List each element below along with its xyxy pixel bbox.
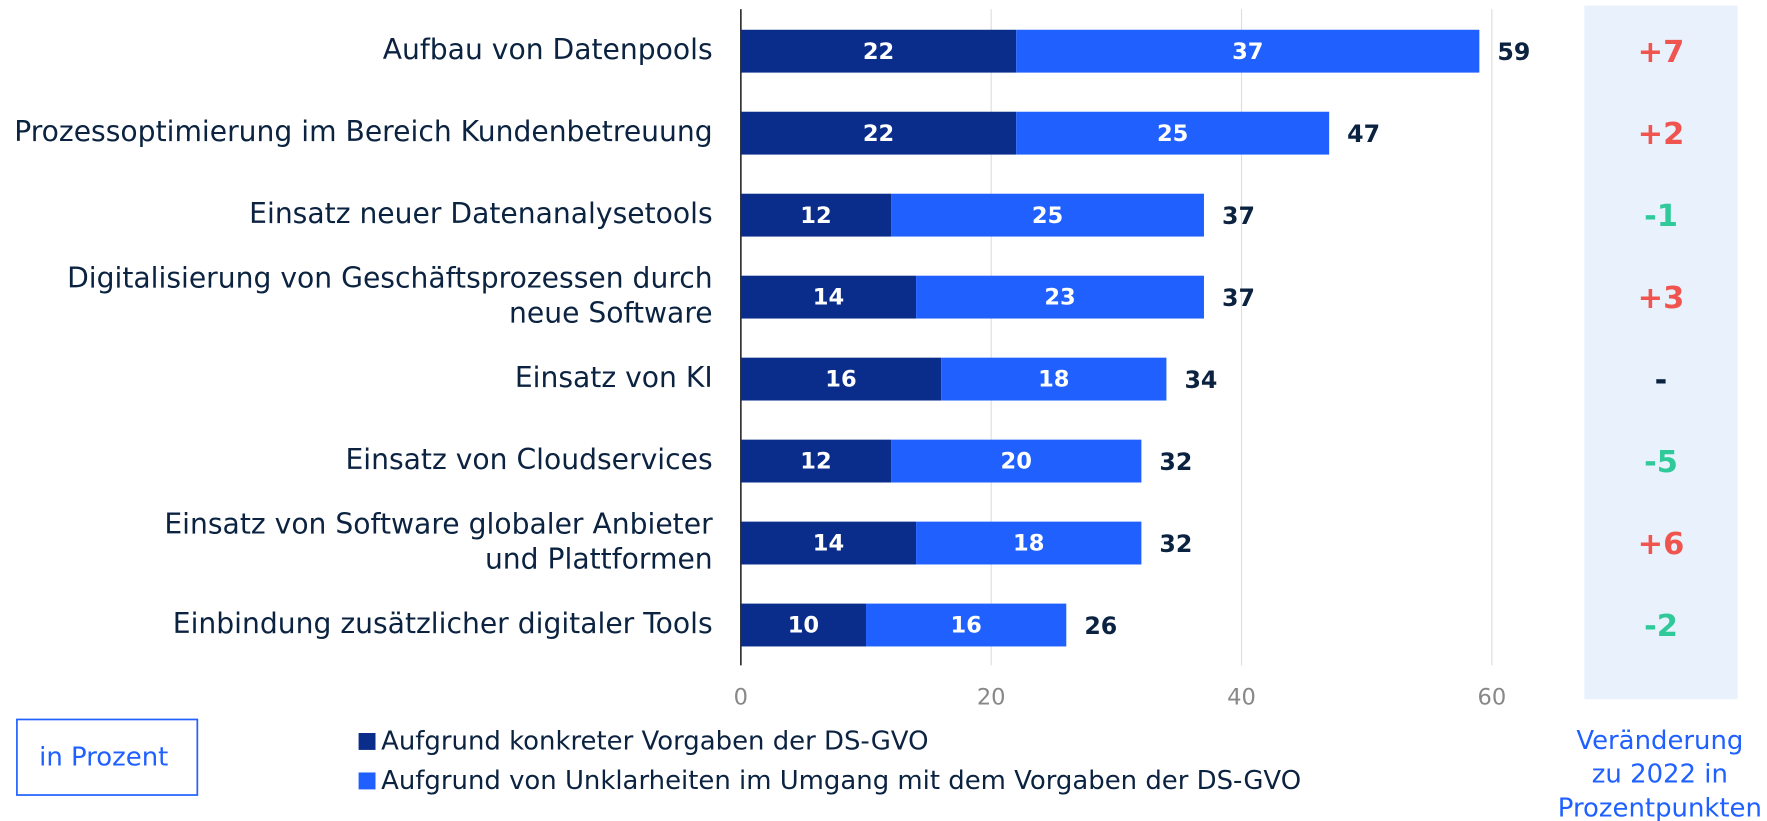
segment-label: 25: [1032, 203, 1063, 229]
segment-label: 22: [863, 121, 894, 147]
x-tick-label: 20: [977, 685, 1006, 711]
bar-segment: [740, 193, 892, 237]
segment-label: 16: [950, 613, 981, 639]
bar-segment: [891, 439, 1142, 483]
bar-segment: [740, 439, 892, 483]
bar-segment: [740, 357, 942, 401]
bar-segment: [916, 521, 1142, 565]
legend-label: Aufgrund konkreter Vorgaben der DS-GVO: [381, 727, 928, 757]
category-label: Digitalisierung von Geschäftsprozessen d…: [67, 262, 713, 330]
segment-label: 16: [825, 367, 856, 393]
segment-label: 23: [1044, 285, 1075, 311]
total-label: 37: [1222, 284, 1255, 312]
total-label: 34: [1184, 366, 1217, 394]
change-label: +7: [1638, 35, 1685, 70]
legend-swatch: [358, 772, 376, 790]
bar-segment: [1016, 29, 1480, 73]
category-label: Einsatz von Software globaler Anbieter un…: [164, 508, 713, 576]
x-tick-label: 40: [1227, 685, 1256, 711]
change-label: -2: [1644, 609, 1678, 644]
category-label: Prozessoptimierung im Bereich Kundenbetr…: [14, 115, 712, 148]
bar-segment: [891, 193, 1204, 237]
change-label: -5: [1644, 445, 1678, 480]
x-tick-label: 60: [1478, 685, 1507, 711]
change-label: +6: [1638, 527, 1685, 562]
bar-segment: [1016, 111, 1330, 155]
segment-label: 12: [800, 449, 831, 475]
category-label: Aufbau von Datenpools: [383, 33, 713, 66]
change-panel: [1584, 5, 1738, 700]
unit-note: in Prozent: [39, 742, 168, 772]
bar-segment: [916, 275, 1204, 319]
bar-segment: [740, 275, 917, 319]
change-label: -1: [1644, 199, 1678, 234]
bar-segment: [740, 603, 867, 647]
bar-segment: [866, 603, 1067, 647]
legend-label: Aufgrund von Unklarheiten im Umgang mit …: [381, 766, 1301, 796]
bar-segment: [941, 357, 1167, 401]
segment-label: 14: [813, 285, 844, 311]
legend-swatch: [358, 733, 376, 750]
bar-segment: [740, 29, 1017, 73]
category-label: Einbindung zusätzlicher digitaler Tools: [173, 607, 713, 640]
segment-label: 14: [813, 531, 844, 557]
total-label: 37: [1222, 202, 1255, 230]
total-label: 47: [1347, 120, 1380, 148]
total-label: 59: [1497, 38, 1530, 66]
segment-label: 12: [800, 203, 831, 229]
segment-label: 20: [1001, 449, 1032, 475]
change-label: +3: [1638, 281, 1685, 316]
total-label: 26: [1084, 612, 1117, 640]
x-tick-label: 0: [734, 685, 748, 711]
segment-label: 18: [1013, 531, 1044, 557]
unit-box: [16, 718, 199, 796]
change-title: Veränderung zu 2022 in Prozentpunkten: [1558, 725, 1762, 821]
total-label: 32: [1159, 448, 1192, 476]
segment-label: 22: [863, 39, 894, 65]
category-label: Einsatz von KI: [515, 361, 713, 394]
change-label: +2: [1638, 117, 1685, 152]
total-label: 32: [1159, 530, 1192, 558]
segment-label: 18: [1038, 367, 1069, 393]
bar-segment: [740, 111, 1017, 155]
change-label: -: [1655, 363, 1668, 398]
bar-segment: [740, 521, 917, 565]
category-label: Einsatz neuer Datenanalysetools: [249, 197, 712, 230]
segment-label: 37: [1232, 39, 1263, 65]
category-label: Einsatz von Cloudservices: [345, 443, 712, 476]
segment-label: 10: [788, 613, 819, 639]
segment-label: 25: [1157, 121, 1188, 147]
